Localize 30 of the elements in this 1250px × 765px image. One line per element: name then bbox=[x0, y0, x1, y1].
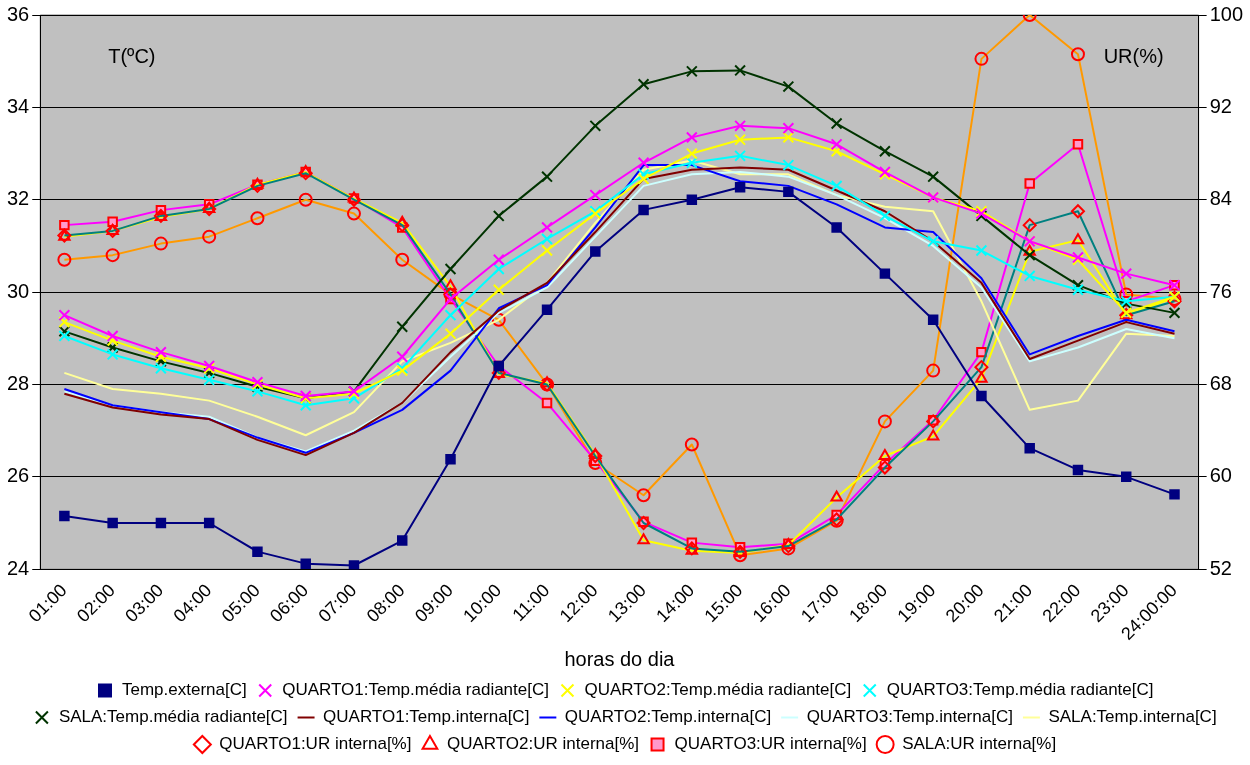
y-tick-label: 24 bbox=[7, 556, 30, 579]
y2-tick-label: 92 bbox=[1209, 94, 1232, 117]
y-tick-label: 30 bbox=[7, 279, 30, 302]
y2-tick-label: 68 bbox=[1209, 371, 1232, 394]
annotation: T(ºC) bbox=[108, 44, 156, 67]
y2-tick-label: 60 bbox=[1209, 464, 1232, 487]
legend-label: QUARTO2:Temp.média radiante[C] bbox=[584, 680, 852, 700]
y-tick-label: 32 bbox=[7, 187, 30, 210]
y2-tick-label: 76 bbox=[1209, 279, 1232, 302]
legend-label: QUARTO1:Temp.interna[C] bbox=[323, 707, 530, 727]
legend-label: SALA:UR interna[%] bbox=[902, 734, 1057, 754]
legend-label: QUARTO3:UR interna[%] bbox=[674, 734, 867, 754]
legend-label: QUARTO3:Temp.média radiante[C] bbox=[886, 680, 1154, 700]
legend-label: QUARTO2:Temp.interna[C] bbox=[564, 707, 772, 727]
legend-label: QUARTO1:UR interna[%] bbox=[219, 734, 412, 754]
legend-label: SALA:Temp.interna[C] bbox=[1048, 707, 1217, 727]
legend-label: QUARTO2:UR interna[%] bbox=[446, 734, 640, 754]
legend-label: QUARTO1:Temp.média radiante[C] bbox=[282, 680, 549, 700]
x-axis-title: horas do dia bbox=[564, 647, 676, 670]
y2-tick-label: 100 bbox=[1209, 2, 1244, 25]
legend-label: QUARTO3:Temp.interna[C] bbox=[806, 707, 1013, 727]
y2-tick-label: 84 bbox=[1209, 187, 1232, 210]
annotation: UR(%) bbox=[1103, 44, 1164, 67]
y-tick-label: 34 bbox=[7, 94, 30, 117]
y-tick-label: 26 bbox=[7, 464, 30, 487]
legend-label: Temp.externa[C] bbox=[122, 680, 247, 700]
legend-label: SALA:Temp.média radiante[C] bbox=[58, 707, 288, 727]
y2-tick-label: 52 bbox=[1209, 556, 1232, 579]
y-tick-label: 36 bbox=[7, 2, 30, 25]
y-tick-label: 28 bbox=[7, 371, 30, 394]
